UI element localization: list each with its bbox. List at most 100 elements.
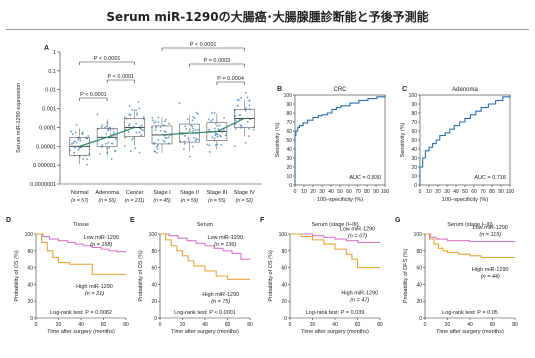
- panel-a-data-point: [101, 124, 104, 127]
- panel-a-data-point: [192, 115, 195, 118]
- km-x-tick-label: 40: [202, 322, 208, 328]
- km-y-tick-label: 80: [416, 249, 422, 255]
- panel-a-data-point: [107, 141, 109, 144]
- panel-a-data-point: [244, 141, 247, 144]
- panel-label-g: G: [395, 217, 401, 224]
- panel-a-data-point: [186, 118, 189, 121]
- panel-a-data-point: [128, 124, 130, 127]
- panel-a-data-point: [114, 138, 117, 141]
- panel-a-data-point: [138, 107, 141, 110]
- km-y-axis-label: Probability of OS (%): [138, 250, 144, 302]
- roc-x-tick-label: 70: [355, 189, 361, 195]
- panel-a-data-point: [123, 144, 126, 147]
- roc-x-tick-label: 60: [346, 189, 352, 195]
- panel-a-data-point: [194, 129, 197, 132]
- panel-a-data-point: [131, 109, 134, 112]
- panel-a-category-n: (n = 57): [71, 198, 89, 204]
- roc-x-tick-label: 0: [419, 189, 422, 195]
- km-x-tick-label: 80: [247, 322, 253, 328]
- panel-label-b: B: [277, 86, 282, 93]
- panel-a-y-tick-label: 0.00001: [36, 144, 56, 150]
- km-series-label: High miR-1290: [472, 267, 509, 273]
- roc-x-tick-label: 50: [337, 189, 343, 195]
- panel-a-data-point: [223, 117, 226, 119]
- roc-y-tick-label: 100: [284, 93, 293, 99]
- panel-a-significance-bracket: [79, 61, 135, 65]
- roc-y-tick-label: 50: [286, 138, 292, 144]
- panel-a-category-label: Stage III: [207, 190, 228, 196]
- km-x-tick-label: 40: [467, 322, 473, 328]
- panel-a-data-point: [244, 91, 247, 94]
- page-title: Serum miR-1290の大腸癌･大腸腺腫診断能と予後予測能: [106, 10, 429, 24]
- roc-curve-b: [294, 95, 386, 185]
- panel-a-data-point: [246, 121, 249, 123]
- panel-a-data-point: [207, 118, 210, 121]
- roc-y-tick-label: 20: [286, 165, 292, 171]
- km-x-axis-label: Time after surgery (months): [171, 329, 239, 335]
- roc-x-tick-label: 30: [444, 189, 450, 195]
- km-x-tick-label: 60: [490, 322, 496, 328]
- panel-a-data-point: [222, 128, 225, 131]
- panel-a-y-tick-label: 0.1: [48, 69, 56, 75]
- panel-a-data-point: [236, 98, 239, 101]
- panel-a-data-point: [217, 128, 220, 131]
- panel-a-data-point: [72, 142, 75, 144]
- km-series-label: Low miR-1290: [208, 235, 243, 241]
- panel-a-data-point: [100, 126, 103, 128]
- km-logrank-label: Log-rank test: P = 0.0082: [50, 310, 112, 316]
- roc-y-axis-label: Sensitivity (%): [275, 122, 281, 157]
- panel-a-p-value: P = 0.0003: [204, 58, 231, 64]
- km-curve: [425, 233, 515, 243]
- panel-a-data-point: [188, 139, 190, 142]
- panel-a-data-point: [189, 128, 191, 131]
- panel-a-data-point: [138, 131, 141, 133]
- panel-a-data-point: [157, 138, 160, 141]
- panel-a-data-point: [135, 131, 138, 134]
- panel-a-data-point: [128, 123, 131, 126]
- roc-x-tick-label: 40: [453, 189, 459, 195]
- km-x-tick-label: 80: [512, 322, 518, 328]
- roc-x-tick-label: 50: [462, 189, 468, 195]
- roc-y-tick-label: 30: [286, 156, 292, 162]
- panel-a-data-point: [224, 134, 227, 137]
- roc-y-tick-label: 10: [286, 174, 292, 180]
- panel-a-data-point: [249, 118, 252, 121]
- km-series-n: (n = 67): [348, 234, 367, 240]
- panel-a-data-point: [71, 133, 74, 135]
- panel-a-data-point: [167, 136, 170, 139]
- panel-a-data-point: [213, 137, 216, 140]
- roc-y-tick-label: 80: [411, 111, 417, 117]
- km-x-tick-label: 60: [225, 322, 231, 328]
- km-curve: [290, 233, 380, 269]
- panel-a-data-point: [164, 118, 167, 121]
- panel-a-data-point: [77, 136, 79, 139]
- panel-a-data-point: [127, 130, 130, 133]
- panel-a-trend-line: [79, 126, 135, 147]
- panel-a-data-point: [70, 130, 72, 133]
- roc-auc-label: AUC = 0.830: [349, 175, 381, 181]
- panel-a-data-point: [211, 112, 214, 115]
- panel-a-data-point: [99, 152, 101, 155]
- panel-a-data-point: [210, 120, 212, 122]
- km-x-tick-label: 40: [332, 322, 338, 328]
- panel-a-category-n: (n = 52): [236, 198, 254, 204]
- roc-y-tick-label: 90: [286, 102, 292, 108]
- km-y-tick-label: 40: [27, 282, 33, 288]
- km-x-tick-label: 20: [445, 322, 451, 328]
- panel-a-data-point: [164, 136, 167, 139]
- km-series-n: (n = 75): [211, 299, 230, 305]
- roc-y-tick-label: 10: [411, 174, 417, 180]
- km-series-label: Low miR-1290: [340, 227, 375, 233]
- panel-a-category-label: Cancer: [126, 190, 144, 196]
- panel-a-data-point: [128, 113, 131, 116]
- roc-x-tick-label: 70: [480, 189, 486, 195]
- km-logrank-label: Log-rank test: P = 0.05: [442, 310, 498, 316]
- panel-a-data-point: [74, 131, 77, 134]
- km-series-n: (n = 115): [479, 232, 501, 238]
- panel-label-a: A: [44, 45, 49, 52]
- panel-a-data-point: [216, 125, 219, 127]
- km-x-tick-label: 20: [180, 322, 186, 328]
- panel-a-data-point: [151, 117, 154, 119]
- roc-y-tick-label: 30: [411, 156, 417, 162]
- km-y-tick-label: 0: [284, 316, 287, 322]
